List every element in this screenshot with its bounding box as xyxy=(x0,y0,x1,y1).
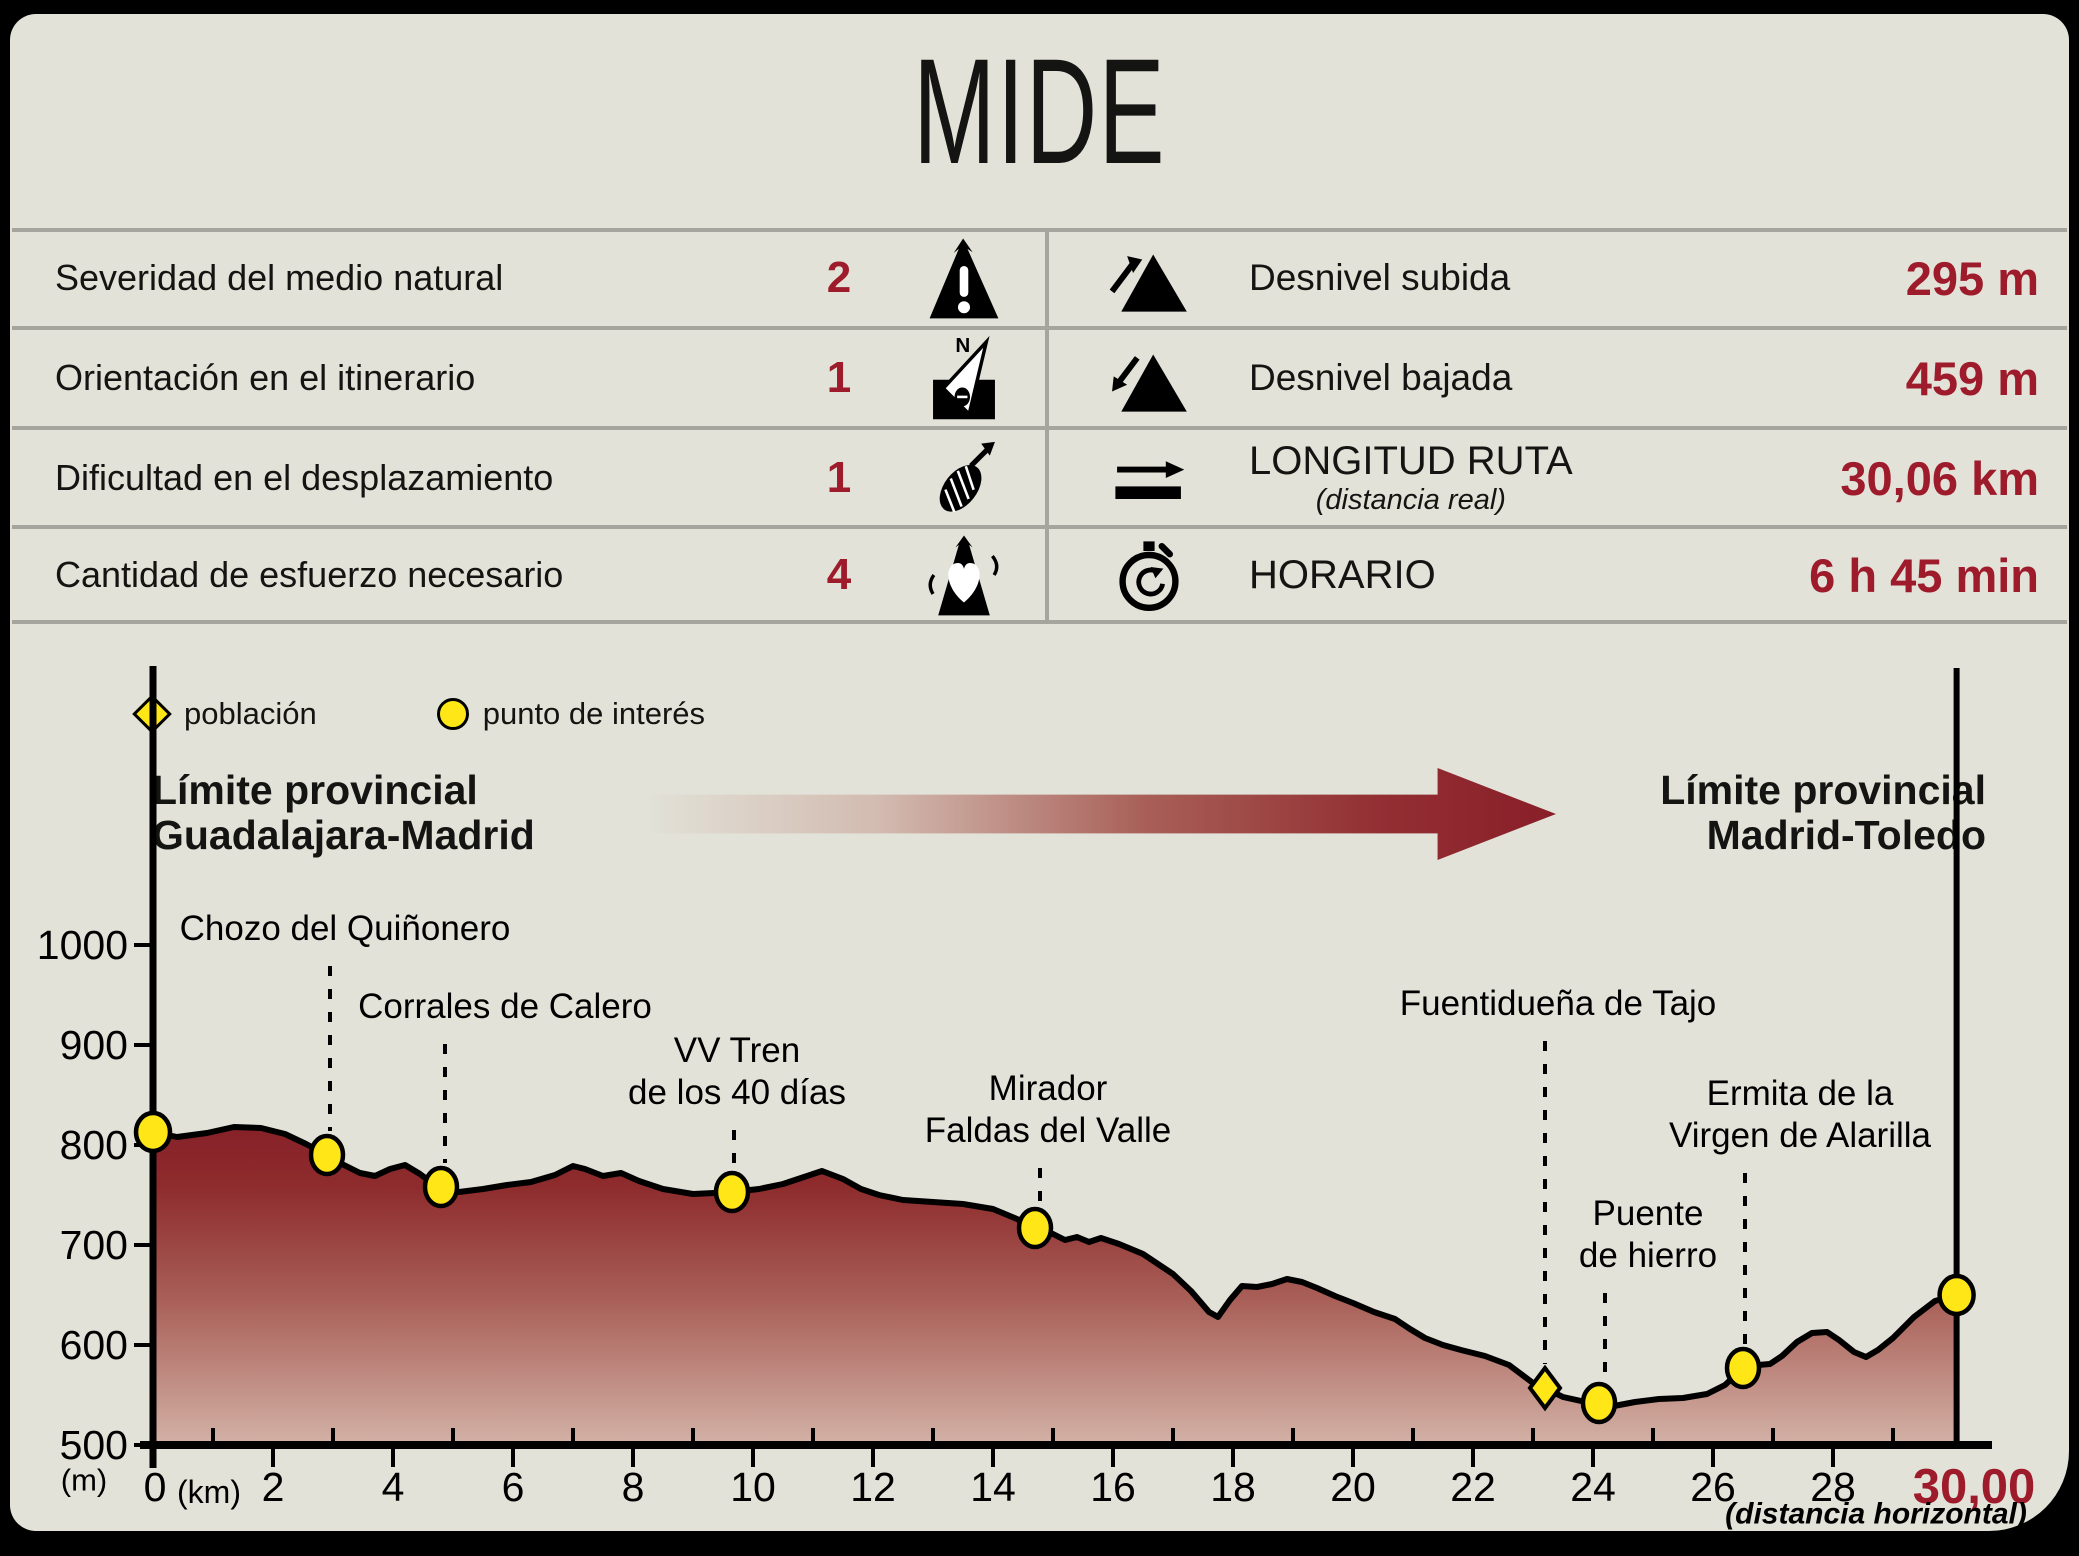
page-title: MIDE xyxy=(913,27,1166,195)
effort-score: 4 xyxy=(826,550,852,599)
table-row: HORARIO 6 h 45 min xyxy=(1049,529,2067,621)
row-label: Dificultad en el desplazamiento xyxy=(55,457,554,498)
table-divider xyxy=(12,620,2067,624)
route-length-value: 30,06 km xyxy=(1840,451,2039,505)
row-label: Desnivel subida xyxy=(1249,257,1511,298)
table-row: Severidad del medio natural 2 xyxy=(12,229,1045,327)
row-label: Cantidad de esfuerzo necesario xyxy=(55,554,564,595)
route-end-label: Límite provincial Madrid-Toledo xyxy=(1660,767,1986,858)
table-row: Desnivel bajada 459 m xyxy=(1049,330,2067,426)
row-label: Orientación en el itinerario xyxy=(55,357,476,398)
compass-icon: N xyxy=(889,335,1039,421)
table-divider xyxy=(12,228,2067,232)
table-row: Desnivel subida 295 m xyxy=(1049,229,2067,327)
legend: población punto de interés xyxy=(132,694,706,734)
difficulty-score: 1 xyxy=(826,453,852,502)
row-label: Severidad del medio natural xyxy=(55,257,504,298)
table-row: Cantidad de esfuerzo necesario 4 xyxy=(12,529,1045,621)
table-divider xyxy=(12,426,2067,430)
ascent-value: 295 m xyxy=(1905,251,2039,305)
route-length-icon xyxy=(1049,436,1249,520)
severity-score: 2 xyxy=(826,253,852,302)
row-label: Desnivel bajada xyxy=(1249,357,1513,398)
descent-value: 459 m xyxy=(1905,351,2039,405)
mountain-ascent-icon xyxy=(1049,236,1249,320)
table-row: LONGITUD RUTA (distancia real) 30,06 km xyxy=(1049,430,2067,526)
table-divider xyxy=(12,525,2067,529)
route-start-label: Límite provincial Guadalajara-Madrid xyxy=(152,767,535,858)
stopwatch-icon xyxy=(1049,533,1249,617)
row-label: LONGITUD RUTA xyxy=(1249,439,1573,483)
table-row: Dificultad en el desplazamiento 1 xyxy=(12,430,1045,526)
legend-label: población xyxy=(184,696,317,731)
boot-icon xyxy=(889,435,1039,521)
point-of-interest-circle-icon xyxy=(436,698,469,730)
table-row: Orientación en el itinerario 1 N xyxy=(12,330,1045,426)
table-divider xyxy=(12,326,2067,330)
orientation-score: 1 xyxy=(826,353,852,402)
row-label: HORARIO xyxy=(1249,552,1436,597)
row-sublabel: (distancia real) xyxy=(1315,484,1506,516)
duration-value: 6 h 45 min xyxy=(1809,548,2039,602)
svg-text:N: N xyxy=(955,335,970,357)
legend-label: punto de interés xyxy=(482,696,706,731)
heart-effort-icon xyxy=(889,532,1039,618)
population-diamond-icon xyxy=(132,694,172,734)
mountain-descent-icon xyxy=(1049,336,1249,420)
table-column-divider xyxy=(1045,228,1049,624)
warning-triangle-icon xyxy=(889,235,1039,321)
